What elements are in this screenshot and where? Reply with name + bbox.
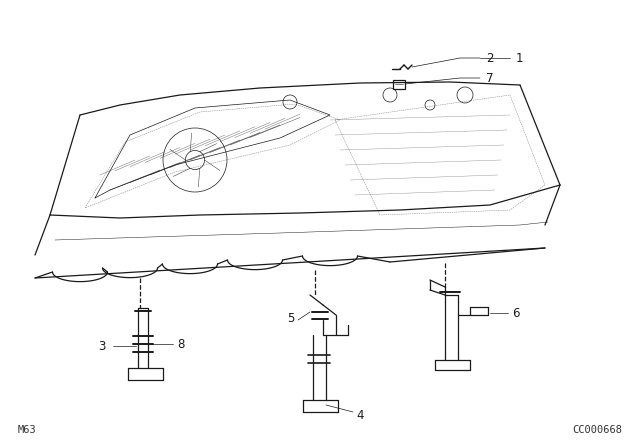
Text: 3: 3 [99, 340, 106, 353]
Text: 1: 1 [516, 52, 524, 65]
Text: 4: 4 [356, 409, 364, 422]
Text: 5: 5 [287, 311, 294, 324]
Text: CC000668: CC000668 [572, 425, 622, 435]
Text: 2: 2 [486, 52, 493, 65]
Text: M63: M63 [18, 425, 36, 435]
Text: 7: 7 [486, 72, 493, 85]
Bar [393, 80, 405, 89]
Text: 6: 6 [512, 306, 520, 319]
Text: 8: 8 [177, 337, 184, 350]
